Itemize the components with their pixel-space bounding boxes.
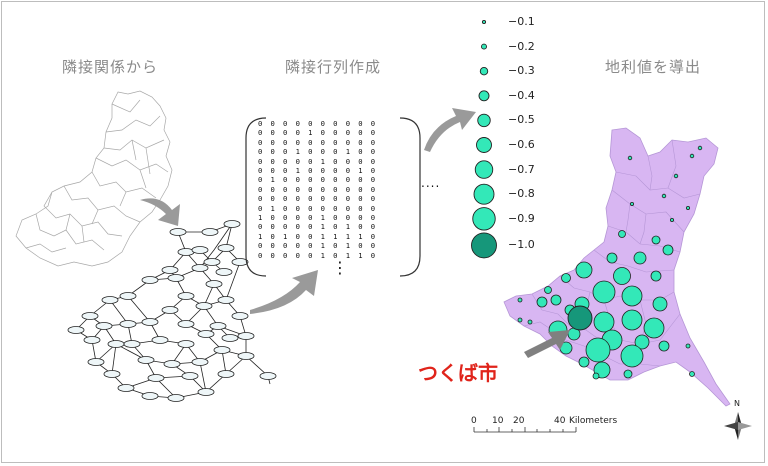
legend-label: −1.0 [508,238,535,252]
matrix-row-ellipsis: ⋮ [332,258,348,277]
legend-bubble [481,43,487,50]
north-arrow-icon [724,412,752,440]
municipality-outline-map [15,90,173,267]
matrix-row: 0000000000 [258,194,384,204]
legend-label: −0.6 [508,138,535,151]
matrix-row: 0000000000 [258,119,384,128]
matrix-row: 0001000010 [258,166,384,176]
legend-label: −0.2 [508,39,535,53]
scale-tick-10: 10 [492,416,504,426]
ibaraki-map [503,127,731,407]
prefecture-region [503,127,731,407]
legend-label: −0.7 [508,162,535,176]
legend-label: −0.1 [508,15,535,28]
legend-bubble [479,66,489,76]
legend-bubble [473,183,495,205]
adjacency-matrix: 0000000000 0000100000 0000000000 0001000100… [258,119,408,260]
map-location-bubbles [517,145,703,380]
matrix-column-ellipsis: .... [421,176,441,190]
scale-bar [473,427,577,433]
matrix-row: 1000010000 [258,213,384,223]
heading-location-value: 地利値を導出 [605,58,702,76]
matrix-row: 0000010100 [258,222,384,232]
matrix-row: 0000010100 [258,241,384,251]
scale-tick-20: 20 [513,416,525,426]
matrix-row: 0000010110 [258,250,384,260]
matrix-row: 0100000000 [258,175,384,185]
legend-bubble [472,207,496,231]
arrow-to-matrix [250,270,318,314]
legend-bubble [477,113,491,128]
legend-bubble [474,160,494,179]
scale-unit: Kilometers [569,416,618,426]
legend-bubble [476,137,492,153]
arrow-to-graph [140,198,180,226]
tsukuba-pointer-arrow [524,330,570,358]
scale-tick-0: 0 [471,416,477,426]
matrix-row: 0000010000 [258,156,384,166]
heading-matrix: 隣接行列作成 [285,58,382,76]
legend-label: −0.8 [508,187,535,201]
matrix-row: 0000000000 [258,137,384,147]
scale-tick-40: 40 [554,416,566,426]
graph-nodes [67,220,277,402]
legend-label: −0.9 [508,211,535,225]
legend-label: −0.3 [508,64,535,78]
legend-label: −0.5 [508,113,535,127]
matrix-row: 0100000000 [258,203,384,213]
matrix-row: 1010011110 [258,231,384,241]
matrix-row: 0000100000 [258,128,384,138]
tsukuba-bubble [567,305,593,331]
matrix-row: 0001000100 [258,147,384,157]
legend-bubbles [471,19,497,259]
north-label: N [734,399,740,408]
legend-label: −0.4 [508,88,535,102]
legend-bubble [471,232,497,259]
arrow-to-map [424,108,476,152]
legend-bubble [478,90,490,102]
heading-adjacency: 隣接関係から [62,58,159,76]
legend-bubble [481,19,487,25]
matrix-row: 0000000000 [258,184,384,194]
tsukuba-label: つくば市 [418,361,498,385]
matrix-brackets [245,117,421,277]
